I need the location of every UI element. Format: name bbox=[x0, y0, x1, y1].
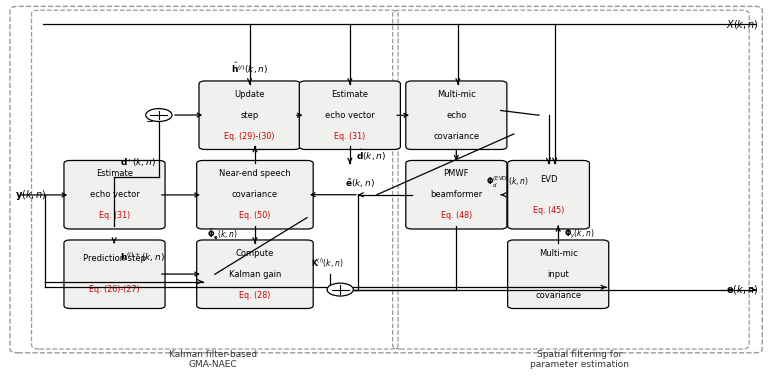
Circle shape bbox=[327, 283, 353, 296]
Text: Kalman gain: Kalman gain bbox=[229, 270, 281, 279]
Text: $\mathbf{K}^{(i)}(k,n)$: $\mathbf{K}^{(i)}(k,n)$ bbox=[311, 257, 343, 271]
Text: $-$: $-$ bbox=[337, 277, 346, 287]
Text: Eq. (31): Eq. (31) bbox=[99, 211, 130, 220]
Text: Eq. (31): Eq. (31) bbox=[334, 131, 366, 141]
Text: Eq. (50): Eq. (50) bbox=[240, 211, 271, 220]
Text: PMWF: PMWF bbox=[444, 169, 469, 178]
FancyBboxPatch shape bbox=[508, 240, 608, 309]
Text: echo vector: echo vector bbox=[90, 190, 139, 199]
Text: Estimate: Estimate bbox=[96, 169, 133, 178]
Text: Kalman filter-based: Kalman filter-based bbox=[169, 350, 257, 359]
Text: Eq. (26)-(27): Eq. (26)-(27) bbox=[89, 285, 140, 294]
FancyBboxPatch shape bbox=[64, 240, 165, 309]
Text: parameter estimation: parameter estimation bbox=[530, 359, 629, 369]
Text: Eq. (45): Eq. (45) bbox=[533, 206, 564, 215]
FancyBboxPatch shape bbox=[199, 81, 300, 149]
Text: $\bar{\mathbf{\Phi}}_{\mathbf{e}}(k,n)$: $\bar{\mathbf{\Phi}}_{\mathbf{e}}(k,n)$ bbox=[206, 227, 237, 242]
Text: Near-end speech: Near-end speech bbox=[219, 169, 291, 178]
Text: echo: echo bbox=[446, 111, 467, 120]
FancyBboxPatch shape bbox=[196, 240, 313, 309]
FancyBboxPatch shape bbox=[299, 81, 400, 149]
Text: step: step bbox=[240, 111, 259, 120]
Text: Eq. (48): Eq. (48) bbox=[441, 211, 472, 220]
Text: Prediction step: Prediction step bbox=[83, 254, 146, 263]
Text: input: input bbox=[547, 270, 569, 279]
FancyBboxPatch shape bbox=[508, 160, 590, 229]
Text: $\mathbf{h}^{(i)+}(k,n)$: $\mathbf{h}^{(i)+}(k,n)$ bbox=[121, 250, 165, 264]
Text: Multi-mic: Multi-mic bbox=[539, 249, 577, 258]
Text: $\hat{\mathbf{d}}(k,n)$: $\hat{\mathbf{d}}(k,n)$ bbox=[356, 147, 386, 163]
Text: EVD: EVD bbox=[540, 175, 557, 184]
Text: $X(k,n)$: $X(k,n)$ bbox=[726, 17, 758, 31]
Text: $\mathbf{d}^{+}(k,n)$: $\mathbf{d}^{+}(k,n)$ bbox=[121, 157, 156, 169]
FancyBboxPatch shape bbox=[406, 81, 507, 149]
Text: covariance: covariance bbox=[535, 291, 581, 299]
Text: $-$: $-$ bbox=[145, 115, 154, 125]
Text: Multi-mic: Multi-mic bbox=[437, 90, 475, 99]
Text: Update: Update bbox=[234, 90, 265, 99]
Text: echo vector: echo vector bbox=[325, 111, 375, 120]
Text: beamformer: beamformer bbox=[431, 190, 482, 199]
Text: Spatial filtering for: Spatial filtering for bbox=[536, 350, 622, 359]
Text: $\mathbf{y}(k,n)$: $\mathbf{y}(k,n)$ bbox=[15, 188, 46, 202]
Text: Compute: Compute bbox=[236, 249, 274, 258]
Text: GMA-NAEC: GMA-NAEC bbox=[189, 359, 237, 369]
Text: $\tilde{\mathbf{e}}(k,n)$: $\tilde{\mathbf{e}}(k,n)$ bbox=[345, 177, 374, 190]
FancyBboxPatch shape bbox=[406, 160, 507, 229]
Text: Eq. (28): Eq. (28) bbox=[240, 291, 271, 299]
Text: $\hat{\mathbf{h}}^{(i)}(k,n)$: $\hat{\mathbf{h}}^{(i)}(k,n)$ bbox=[231, 61, 268, 76]
Text: $\mathbf{e}(k,n)$: $\mathbf{e}(k,n)$ bbox=[727, 283, 758, 296]
Circle shape bbox=[146, 109, 172, 122]
FancyBboxPatch shape bbox=[196, 160, 313, 229]
Text: covariance: covariance bbox=[232, 190, 278, 199]
Text: covariance: covariance bbox=[434, 131, 479, 141]
Text: $\mathbf{\Phi}_{d}^{\mathrm{(EVD)}}(k,n)$: $\mathbf{\Phi}_{d}^{\mathrm{(EVD)}}(k,n)… bbox=[486, 175, 529, 190]
Text: Estimate: Estimate bbox=[332, 90, 369, 99]
Text: $\mathbf{\Phi}_{y}(k,n)$: $\mathbf{\Phi}_{y}(k,n)$ bbox=[564, 228, 594, 241]
FancyBboxPatch shape bbox=[64, 160, 165, 229]
Text: Eq. (29)-(30): Eq. (29)-(30) bbox=[224, 131, 274, 141]
